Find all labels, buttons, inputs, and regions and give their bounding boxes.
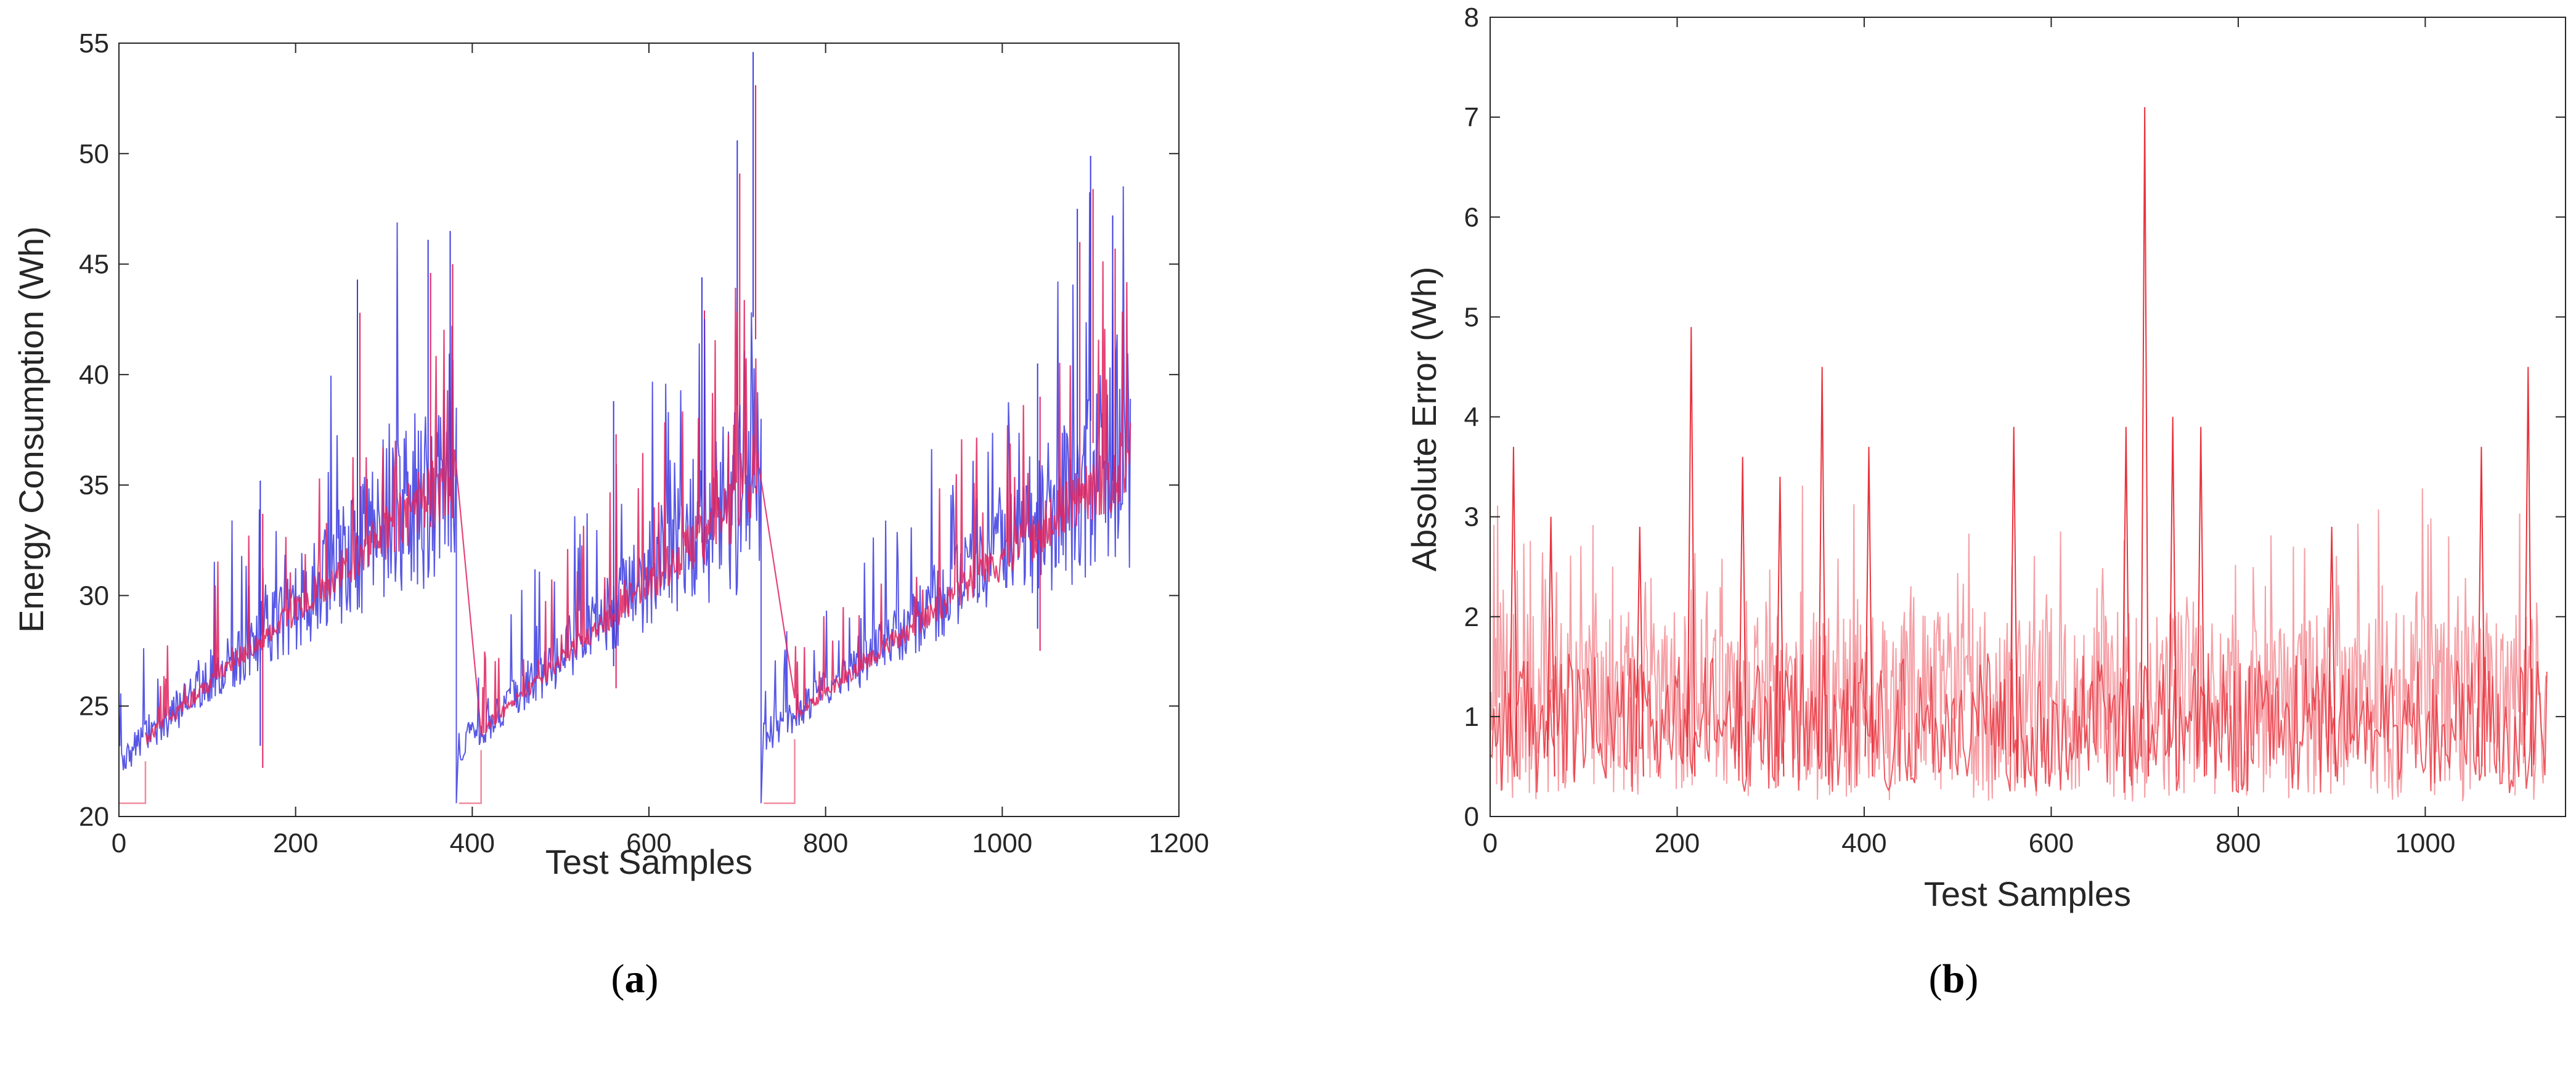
panel-b-x-tick-label: 400 (1841, 828, 1886, 858)
panel-b-y-tick-label: 2 (1464, 602, 1479, 632)
panel-b-x-tick-label: 200 (1655, 828, 1700, 858)
panel-b-error-peak (1817, 367, 1827, 777)
panel-b-y-tick-label: 7 (1464, 102, 1479, 132)
panel-b-y-axis-title: Absolute Error (Wh) (1404, 267, 1443, 572)
panel-b-error-peak (2327, 526, 2336, 777)
panel-a-y-ticks: 20 25 30 35 40 45 50 55 (79, 28, 1179, 832)
panel-b-error-peak (2477, 447, 2486, 777)
panel-a-x-tick-label: 1000 (972, 828, 1032, 858)
panel-b-error-peak (1635, 526, 1644, 777)
panel-b-x-ticks: 0 200 400 600 800 1000 (1483, 17, 2455, 858)
panel-a-y-tick-label: 30 (79, 580, 109, 611)
panel-a-y-tick-label: 35 (79, 470, 109, 500)
panel-a-y-tick-label: 55 (79, 28, 109, 59)
panel-b-series-group (1490, 107, 2548, 802)
panel-a-x-tick-label: 600 (626, 828, 671, 858)
panel-a-x-axis-title: Test Samples (545, 842, 752, 881)
panel-a-y-axis-title: Energy Consumption (Wh) (12, 226, 51, 633)
panel-a-x-ticks: 0 200 400 600 800 1000 1200 (112, 43, 1209, 858)
panel-b-absolute-error-chart: 0 200 400 600 800 1000 0 1 2 3 4 5 6 7 8 Test Samples… (1404, 2, 2566, 1001)
panel-b-error-peak (2140, 107, 2150, 777)
panel-b-error-line-light (1490, 485, 2548, 802)
panel-b-x-tick-label: 0 (1483, 828, 1498, 858)
panel-b-error-line (1490, 653, 2548, 794)
panel-b-y-tick-label: 5 (1464, 302, 1479, 332)
panel-b-error-peak (1775, 476, 1785, 777)
panel-b-x-axis-title: Test Samples (1924, 874, 2131, 913)
panel-b-error-peak (1546, 516, 1555, 777)
panel-b-x-tick-label: 600 (2029, 828, 2074, 858)
panel-a-y-tick-label: 45 (79, 250, 109, 280)
panel-b-error-peak (1738, 457, 1747, 777)
panel-b-error-peak (1864, 447, 1873, 777)
panel-b-error-peak (2121, 426, 2130, 777)
panel-a-predicted-flat-section (119, 761, 147, 804)
panel-a-predicted-line (144, 261, 1131, 746)
panel-a-series-group (118, 52, 1131, 804)
panel-a-y-tick-label: 40 (79, 360, 109, 390)
panel-a-x-tick-label: 200 (273, 828, 318, 858)
panel-b-error-peak (1509, 447, 1518, 777)
panel-b-error-peak (2196, 426, 2206, 777)
panel-b-error-peak (2168, 417, 2177, 777)
panel-b-y-tick-label: 3 (1464, 502, 1479, 532)
panel-b-error-peak (1687, 327, 1696, 777)
panel-b-caption-letter: b (1942, 956, 1965, 1001)
panel-b-y-tick-label: 1 (1464, 702, 1479, 732)
panel-a-predicted-flat-section (764, 739, 796, 804)
panel-a-predicted-flat-section (459, 750, 482, 804)
panel-b-x-tick-label: 1000 (2395, 828, 2455, 858)
panel-b-y-tick-label: 4 (1464, 402, 1479, 433)
panel-b-caption: (b) (1929, 956, 1979, 1001)
panel-a-caption-letter: a (625, 956, 645, 1001)
panel-a-y-tick-label: 20 (79, 802, 109, 832)
panel-a-x-tick-label: 0 (112, 828, 126, 858)
panel-b-y-tick-label: 8 (1464, 2, 1479, 33)
panel-a-x-tick-label: 800 (803, 828, 848, 858)
panel-a-y-tick-label: 50 (79, 139, 109, 169)
panel-a-x-tick-label: 1200 (1149, 828, 1209, 858)
panel-b-y-ticks: 0 1 2 3 4 5 6 7 8 (1464, 2, 2566, 832)
panel-b-error-peak (2009, 426, 2018, 777)
panel-a-caption: (a) (611, 956, 659, 1001)
panel-a-y-tick-label: 25 (79, 691, 109, 722)
panel-a-x-tick-label: 400 (450, 828, 495, 858)
panel-b-y-tick-label: 0 (1464, 802, 1479, 832)
panel-b-y-tick-label: 6 (1464, 202, 1479, 232)
panel-b-error-peak (2524, 367, 2533, 777)
panel-b-x-tick-label: 800 (2215, 828, 2260, 858)
